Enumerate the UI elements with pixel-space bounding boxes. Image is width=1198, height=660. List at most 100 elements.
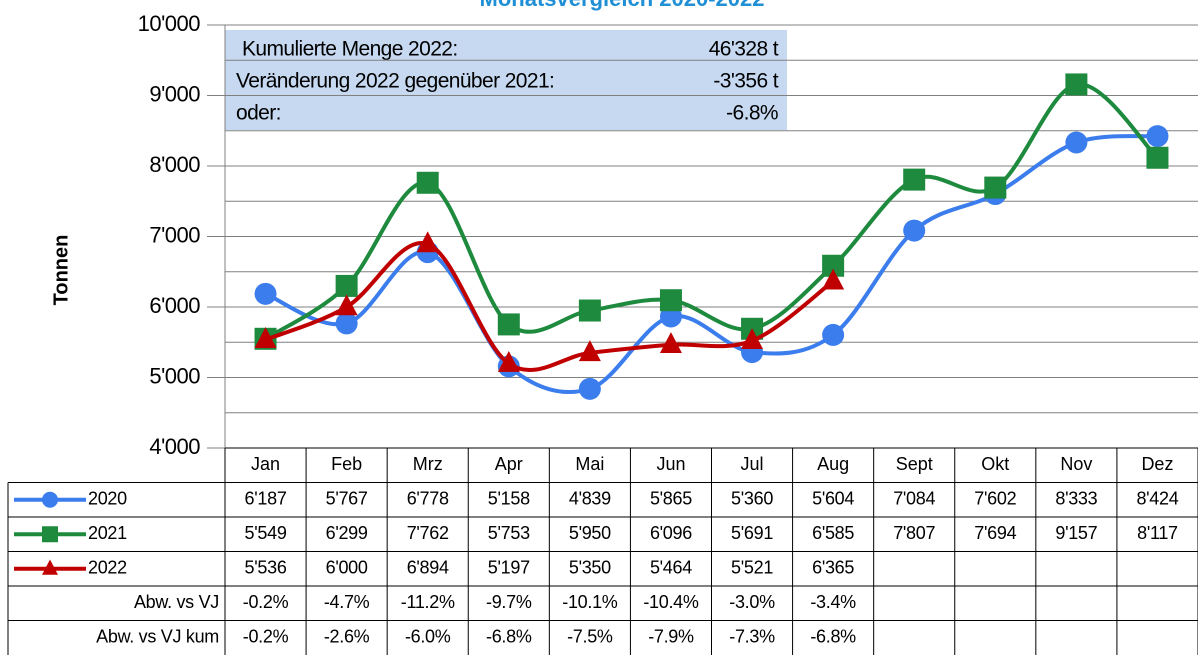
point xyxy=(822,254,845,277)
point xyxy=(1146,146,1169,169)
x-tick-label: Mai xyxy=(575,454,604,474)
table-value: 5'536 xyxy=(245,558,287,578)
table-value: 5'197 xyxy=(488,558,530,578)
point xyxy=(497,350,520,372)
y-axis-label: Tonnen xyxy=(50,235,72,306)
point xyxy=(659,289,682,312)
point xyxy=(903,219,926,242)
row-label: Abw. vs VJ xyxy=(134,592,219,612)
legend-marker xyxy=(42,559,58,575)
x-tick-label: Aug xyxy=(817,454,849,474)
x-tick-label: Okt xyxy=(981,454,1009,474)
y-tick-label: 9'000 xyxy=(149,81,200,106)
table-value: -7.3% xyxy=(729,627,775,647)
x-tick-label: Nov xyxy=(1060,454,1092,474)
table-value: -2.6% xyxy=(324,627,370,647)
table-value: 9'157 xyxy=(1055,523,1097,543)
point xyxy=(335,274,358,297)
x-tick-label: Jan xyxy=(251,454,280,474)
series-line xyxy=(264,240,835,372)
table-value: 5'158 xyxy=(488,489,530,509)
table-value: 5'691 xyxy=(731,523,773,543)
table-value: 6'778 xyxy=(407,489,449,509)
point xyxy=(335,294,358,316)
point xyxy=(1065,73,1088,96)
table-value: 7'762 xyxy=(407,523,449,543)
info-label: oder: xyxy=(236,102,281,125)
point xyxy=(578,340,601,362)
info-box xyxy=(225,30,787,130)
table-value: 7'084 xyxy=(893,489,935,509)
info-value: 46'328 t xyxy=(709,38,779,61)
table-value: 6'894 xyxy=(407,558,449,578)
table-value: 7'807 xyxy=(893,523,935,543)
info-label: Veränderung 2022 gegenüber 2021: xyxy=(236,70,554,93)
x-tick-label: Jun xyxy=(656,454,685,474)
table-value: 5'521 xyxy=(731,558,773,578)
point xyxy=(416,171,439,194)
table-value: -3.0% xyxy=(729,592,775,612)
table-value: -7.5% xyxy=(567,627,613,647)
table-value: 5'350 xyxy=(569,558,611,578)
point xyxy=(822,323,845,346)
table-value: 5'604 xyxy=(812,489,854,509)
point xyxy=(741,328,764,350)
point xyxy=(497,313,520,336)
point xyxy=(254,282,277,305)
point xyxy=(254,327,277,348)
chart-title: Monatsvergleich 2020-2022 xyxy=(480,0,765,11)
info-value: -3'356 t xyxy=(713,70,778,93)
table-value: 7'694 xyxy=(974,523,1016,543)
table-value: 7'602 xyxy=(974,489,1016,509)
x-tick-label: Dez xyxy=(1141,454,1173,474)
y-tick-label: 4'000 xyxy=(149,434,200,459)
table-value: 6'187 xyxy=(245,489,287,509)
point xyxy=(578,377,601,400)
legend-label: 2022 xyxy=(88,558,127,578)
point xyxy=(578,299,601,322)
table-value: 5'549 xyxy=(245,523,287,543)
point xyxy=(335,312,358,335)
legend-marker xyxy=(42,491,58,508)
table-value: -9.7% xyxy=(486,592,532,612)
point xyxy=(1146,125,1169,148)
table-value: 6'365 xyxy=(812,558,854,578)
y-tick-label: 7'000 xyxy=(149,222,200,247)
legend-label: 2020 xyxy=(88,489,127,509)
table-value: -6.8% xyxy=(486,627,532,647)
point xyxy=(903,168,926,191)
point xyxy=(416,231,439,253)
y-tick-label: 10'000 xyxy=(138,11,201,36)
table-value: 5'753 xyxy=(488,523,530,543)
table-value: 8'333 xyxy=(1055,489,1097,509)
table-value: -7.9% xyxy=(648,627,694,647)
y-tick-label: 8'000 xyxy=(149,152,200,177)
table-value: -11.2% xyxy=(401,592,455,612)
table-value: -3.4% xyxy=(810,592,856,612)
table-value: -0.2% xyxy=(243,627,289,647)
x-tick-label: Sept xyxy=(896,454,933,474)
table-value: -10.4% xyxy=(643,592,699,612)
info-label: Kumulierte Menge 2022: xyxy=(242,38,458,61)
x-tick-label: Apr xyxy=(495,454,523,474)
x-tick-label: Mrz xyxy=(413,454,443,474)
table-value: 6'000 xyxy=(326,558,368,578)
table-value: 5'767 xyxy=(326,489,368,509)
table-value: 6'299 xyxy=(326,523,368,543)
table-value: -4.7% xyxy=(324,592,370,612)
table-value: 5'950 xyxy=(569,523,611,543)
point xyxy=(659,332,682,354)
table-value: 5'360 xyxy=(731,489,773,509)
table-value: -0.2% xyxy=(243,592,289,612)
table-value: -6.0% xyxy=(405,627,451,647)
table-value: 5'464 xyxy=(650,558,692,578)
x-tick-label: Feb xyxy=(331,454,362,474)
row-label: Abw. vs VJ kum xyxy=(96,627,219,647)
info-value: -6.8% xyxy=(726,102,778,125)
table-value: 5'865 xyxy=(650,489,692,509)
point xyxy=(822,268,845,290)
legend-marker xyxy=(42,526,58,543)
table-value: 6'096 xyxy=(650,523,692,543)
